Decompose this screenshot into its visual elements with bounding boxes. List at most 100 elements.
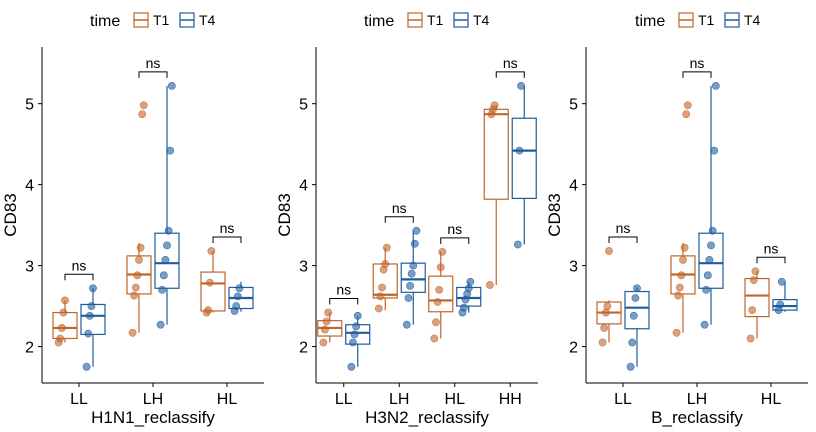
bracket-line — [756, 256, 786, 264]
legend-label: T1 — [427, 12, 444, 28]
significance-bracket: ns — [64, 257, 94, 281]
significance-label: ns — [764, 240, 779, 256]
box-T4-LH — [698, 81, 724, 329]
box-T1-HH — [483, 101, 509, 289]
x-tick-label: LH — [143, 391, 163, 408]
data-point — [235, 284, 244, 293]
box-iqr — [428, 275, 454, 313]
box-T1-HL — [744, 267, 770, 343]
box-iqr — [52, 311, 78, 340]
y-tick-label: 2 — [25, 340, 34, 357]
box-T1-LH — [372, 243, 398, 313]
significance-bracket: ns — [495, 55, 525, 78]
data-point — [683, 101, 692, 110]
data-point — [432, 318, 440, 327]
box-iqr — [772, 299, 798, 311]
box-T4-LL — [345, 311, 371, 371]
data-point — [703, 271, 712, 280]
significance-bracket: ns — [138, 55, 168, 78]
data-point — [381, 260, 390, 268]
data-point — [374, 304, 383, 313]
data-point — [378, 283, 386, 292]
data-point — [61, 296, 69, 305]
data-point — [466, 277, 475, 286]
bracket-line — [682, 71, 712, 78]
data-point — [600, 324, 609, 332]
data-point — [679, 256, 687, 264]
data-point — [490, 101, 499, 110]
y-axis-label: CD83 — [275, 193, 294, 236]
bracket-line — [212, 236, 242, 244]
data-point — [601, 308, 610, 317]
x-axis-label: H3N2_reclassify — [365, 408, 489, 427]
significance-bracket: ns — [682, 55, 712, 78]
data-point — [598, 338, 607, 347]
data-point — [460, 303, 468, 312]
x-tick-label: LH — [389, 391, 409, 408]
legend-key-T4: T4 — [179, 12, 216, 28]
bracket-line — [138, 71, 168, 78]
data-point — [682, 110, 691, 119]
y-tick-label: 3 — [25, 259, 34, 276]
data-point — [777, 277, 786, 286]
legend-title: time — [90, 13, 120, 30]
data-point — [430, 334, 439, 343]
data-point — [438, 247, 447, 256]
data-point — [138, 110, 147, 119]
y-tick-label: 4 — [25, 178, 34, 195]
bracket-line — [329, 298, 359, 305]
data-point — [751, 267, 760, 276]
bracket-line — [440, 237, 470, 244]
data-point — [412, 226, 421, 235]
data-point — [89, 284, 97, 293]
data-point — [702, 285, 711, 294]
data-point — [158, 285, 167, 294]
significance-label: ns — [220, 220, 235, 236]
data-point — [710, 146, 719, 155]
legend: time T1 T4 — [635, 12, 761, 30]
data-point — [464, 284, 473, 293]
x-axis-label: B_reclassify — [651, 408, 743, 427]
bracket-line — [495, 71, 525, 78]
data-point — [628, 338, 637, 347]
data-point — [629, 311, 638, 320]
data-point — [435, 285, 444, 294]
data-point — [233, 292, 242, 301]
data-point — [708, 226, 717, 235]
data-point — [675, 283, 684, 292]
legend-title: time — [635, 13, 665, 30]
data-point — [128, 328, 137, 337]
data-point — [746, 334, 755, 343]
box-iqr — [483, 108, 509, 200]
significance-bracket: ns — [329, 282, 359, 305]
x-tick-label: HL — [445, 391, 466, 408]
data-point — [517, 81, 525, 90]
data-point — [631, 294, 640, 302]
data-point — [633, 284, 641, 293]
box-T1-LH — [670, 101, 696, 337]
bracket-line — [64, 273, 94, 281]
data-point — [485, 281, 494, 289]
box-T4-LH — [400, 226, 426, 329]
data-point — [680, 243, 689, 252]
legend-key-T4: T4 — [724, 12, 761, 28]
y-tick-label: 2 — [569, 340, 578, 357]
data-point — [352, 322, 361, 331]
y-tick-label: 3 — [569, 259, 578, 276]
box-T4-HL — [228, 281, 254, 315]
data-point — [705, 256, 714, 264]
legend-key-T1: T1 — [133, 12, 170, 28]
data-point — [376, 292, 385, 301]
x-tick-label: LL — [614, 391, 632, 408]
data-point — [139, 101, 148, 110]
data-point — [350, 330, 359, 339]
data-point — [711, 81, 720, 90]
significance-label: ns — [72, 257, 87, 273]
data-point — [407, 269, 416, 278]
data-point — [409, 261, 418, 270]
data-point — [749, 276, 758, 285]
data-point — [232, 302, 241, 310]
box-T1-LL — [52, 296, 78, 347]
data-point — [436, 263, 445, 272]
box-T4-LH — [154, 81, 180, 329]
